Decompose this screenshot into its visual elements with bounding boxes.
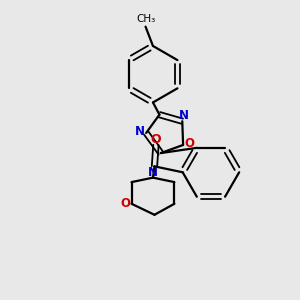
Text: O: O <box>151 133 161 146</box>
Text: N: N <box>148 166 158 179</box>
Text: N: N <box>179 110 189 122</box>
Text: O: O <box>120 197 130 210</box>
Text: CH₃: CH₃ <box>136 14 155 24</box>
Text: O: O <box>184 137 194 150</box>
Text: N: N <box>135 125 145 138</box>
